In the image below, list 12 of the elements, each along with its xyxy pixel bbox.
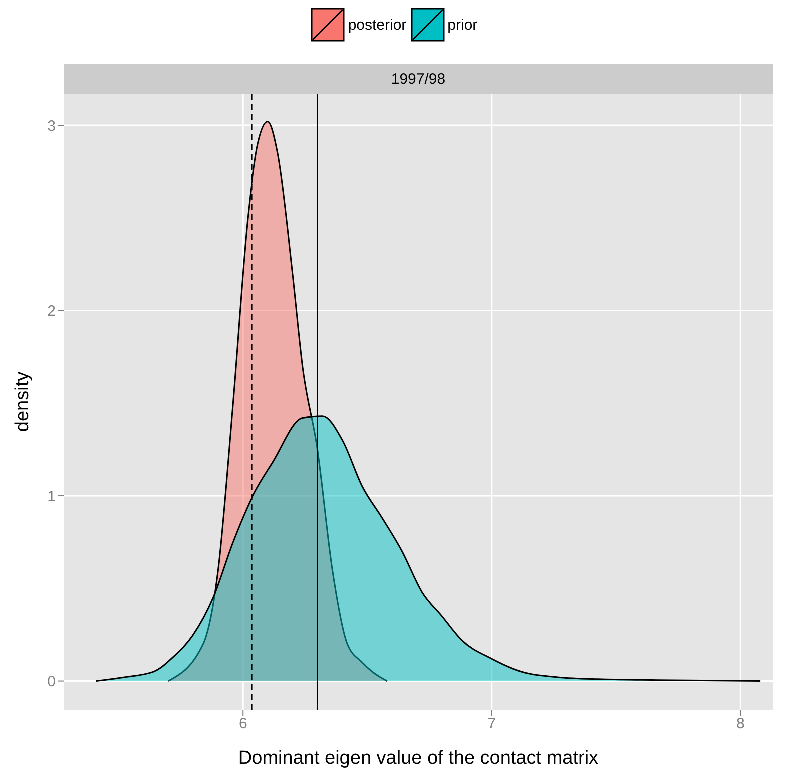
legend-label: posterior: [348, 16, 407, 34]
x-axis-title: Dominant eigen value of the contact matrix: [238, 748, 600, 769]
legend-label: prior: [448, 16, 478, 34]
y-tick-label: 1: [48, 488, 56, 506]
x-tick-label: 6: [238, 716, 248, 733]
x-tick-label: 7: [488, 716, 496, 733]
y-tick-label: 3: [48, 118, 56, 135]
y-tick-label: 2: [48, 303, 56, 320]
chart-title: 1997/98: [64, 64, 773, 94]
x-tick-label: 8: [736, 716, 745, 733]
y-tick-label: 0: [48, 674, 56, 691]
y-axis-title: density: [12, 371, 34, 432]
